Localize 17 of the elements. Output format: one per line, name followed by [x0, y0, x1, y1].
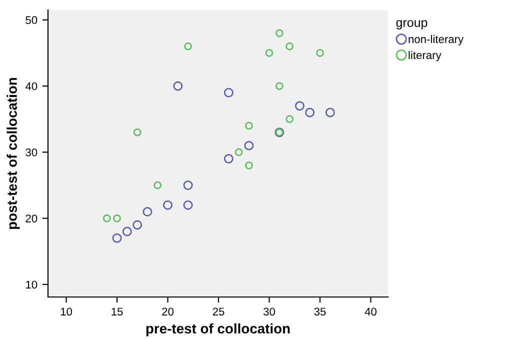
x-tick-label: 40 [364, 308, 376, 316]
legend-label: non-literary [408, 34, 464, 46]
legend-label: literary [408, 50, 442, 62]
x-tick-label: 15 [112, 308, 123, 316]
y-tick-label: 30 [26, 148, 38, 156]
x-axis-title: pre-test of collocation [146, 323, 290, 336]
x-tick-label: 35 [314, 308, 326, 316]
y-axis-title: post-test of collocation [6, 78, 20, 229]
y-tick-label: 50 [26, 16, 38, 24]
x-tick-label: 20 [162, 308, 174, 316]
x-tick-label: 10 [60, 308, 72, 316]
y-tick-label: 10 [26, 280, 38, 289]
x-tick-label: 30 [264, 308, 275, 316]
x-tick-label: 25 [212, 308, 224, 316]
legend-title: group [396, 20, 428, 30]
y-tick-label: 40 [25, 82, 38, 90]
y-tick-label: 20 [26, 214, 38, 222]
